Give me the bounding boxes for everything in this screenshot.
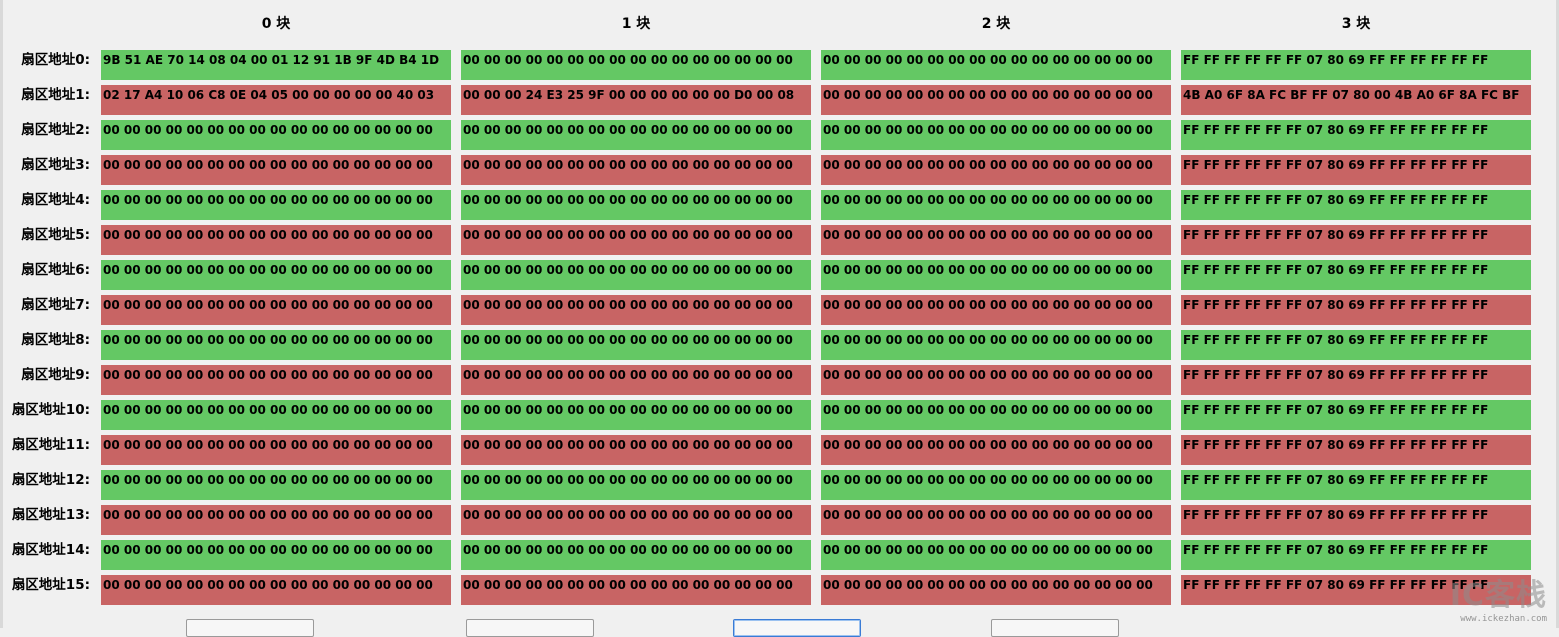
sector-5-block-1-field[interactable]: 00 00 00 00 00 00 00 00 00 00 00 00 00 0… — [461, 225, 811, 255]
sector-15-block-1-field[interactable]: 00 00 00 00 00 00 00 00 00 00 00 00 00 0… — [461, 575, 811, 605]
sector-5-block-3-field[interactable]: FF FF FF FF FF FF 07 80 69 FF FF FF FF F… — [1181, 225, 1531, 255]
sector-14-block-0-field[interactable]: 00 00 00 00 00 00 00 00 00 00 00 00 00 0… — [101, 540, 451, 570]
sector-8-block-2-field[interactable]: 00 00 00 00 00 00 00 00 00 00 00 00 00 0… — [821, 330, 1171, 360]
sector-address-label-6: 扇区地址6: — [21, 262, 90, 278]
sector-8-block-1-field[interactable]: 00 00 00 00 00 00 00 00 00 00 00 00 00 0… — [461, 330, 811, 360]
sector-address-label-11: 扇区地址11: — [11, 437, 90, 453]
column-header-block-1: 1 块 — [621, 16, 651, 32]
sector-8-block-0-field[interactable]: 00 00 00 00 00 00 00 00 00 00 00 00 00 0… — [101, 330, 451, 360]
sector-8-block-3-field[interactable]: FF FF FF FF FF FF 07 80 69 FF FF FF FF F… — [1181, 330, 1531, 360]
action-button-2[interactable] — [466, 619, 594, 637]
sector-9-block-2-field[interactable]: 00 00 00 00 00 00 00 00 00 00 00 00 00 0… — [821, 365, 1171, 395]
sector-11-block-1-field[interactable]: 00 00 00 00 00 00 00 00 00 00 00 00 00 0… — [461, 435, 811, 465]
sector-address-label-10: 扇区地址10: — [11, 402, 90, 418]
sector-3-block-3-field[interactable]: FF FF FF FF FF FF 07 80 69 FF FF FF FF F… — [1181, 155, 1531, 185]
sector-2-block-3-field[interactable]: FF FF FF FF FF FF 07 80 69 FF FF FF FF F… — [1181, 120, 1531, 150]
sector-2-block-0-field[interactable]: 00 00 00 00 00 00 00 00 00 00 00 00 00 0… — [101, 120, 451, 150]
sector-15-block-0-field[interactable]: 00 00 00 00 00 00 00 00 00 00 00 00 00 0… — [101, 575, 451, 605]
sector-address-label-9: 扇区地址9: — [21, 367, 90, 383]
sector-address-label-8: 扇区地址8: — [21, 332, 90, 348]
action-button-3[interactable] — [733, 619, 861, 637]
sector-13-block-0-field[interactable]: 00 00 00 00 00 00 00 00 00 00 00 00 00 0… — [101, 505, 451, 535]
sector-10-block-1-field[interactable]: 00 00 00 00 00 00 00 00 00 00 00 00 00 0… — [461, 400, 811, 430]
sector-7-block-1-field[interactable]: 00 00 00 00 00 00 00 00 00 00 00 00 00 0… — [461, 295, 811, 325]
sector-0-block-0-field[interactable]: 9B 51 AE 70 14 08 04 00 01 12 91 1B 9F 4… — [101, 50, 451, 80]
sector-9-block-3-field[interactable]: FF FF FF FF FF FF 07 80 69 FF FF FF FF F… — [1181, 365, 1531, 395]
sector-13-block-3-field[interactable]: FF FF FF FF FF FF 07 80 69 FF FF FF FF F… — [1181, 505, 1531, 535]
watermark-logo: IC客栈 — [1449, 578, 1547, 613]
column-header-block-0: 0 块 — [261, 16, 291, 32]
sector-1-block-3-field[interactable]: 4B A0 6F 8A FC BF FF 07 80 00 4B A0 6F 8… — [1181, 85, 1531, 115]
sector-1-block-2-field[interactable]: 00 00 00 00 00 00 00 00 00 00 00 00 00 0… — [821, 85, 1171, 115]
sector-2-block-1-field[interactable]: 00 00 00 00 00 00 00 00 00 00 00 00 00 0… — [461, 120, 811, 150]
window-left-edge — [0, 0, 3, 628]
sector-address-label-1: 扇区地址1: — [21, 87, 90, 103]
action-button-1[interactable] — [186, 619, 314, 637]
sector-13-block-2-field[interactable]: 00 00 00 00 00 00 00 00 00 00 00 00 00 0… — [821, 505, 1171, 535]
sector-3-block-0-field[interactable]: 00 00 00 00 00 00 00 00 00 00 00 00 00 0… — [101, 155, 451, 185]
action-button-4[interactable] — [991, 619, 1119, 637]
sector-14-block-2-field[interactable]: 00 00 00 00 00 00 00 00 00 00 00 00 00 0… — [821, 540, 1171, 570]
sector-14-block-1-field[interactable]: 00 00 00 00 00 00 00 00 00 00 00 00 00 0… — [461, 540, 811, 570]
sector-address-label-5: 扇区地址5: — [21, 227, 90, 243]
sector-4-block-1-field[interactable]: 00 00 00 00 00 00 00 00 00 00 00 00 00 0… — [461, 190, 811, 220]
sector-7-block-2-field[interactable]: 00 00 00 00 00 00 00 00 00 00 00 00 00 0… — [821, 295, 1171, 325]
sector-1-block-0-field[interactable]: 02 17 A4 10 06 C8 0E 04 05 00 00 00 00 0… — [101, 85, 451, 115]
sector-9-block-1-field[interactable]: 00 00 00 00 00 00 00 00 00 00 00 00 00 0… — [461, 365, 811, 395]
sector-12-block-1-field[interactable]: 00 00 00 00 00 00 00 00 00 00 00 00 00 0… — [461, 470, 811, 500]
sector-2-block-2-field[interactable]: 00 00 00 00 00 00 00 00 00 00 00 00 00 0… — [821, 120, 1171, 150]
sector-0-block-3-field[interactable]: FF FF FF FF FF FF 07 80 69 FF FF FF FF F… — [1181, 50, 1531, 80]
sector-address-label-3: 扇区地址3: — [21, 157, 90, 173]
sector-12-block-2-field[interactable]: 00 00 00 00 00 00 00 00 00 00 00 00 00 0… — [821, 470, 1171, 500]
sector-4-block-3-field[interactable]: FF FF FF FF FF FF 07 80 69 FF FF FF FF F… — [1181, 190, 1531, 220]
sector-1-block-1-field[interactable]: 00 00 00 24 E3 25 9F 00 00 00 00 00 00 D… — [461, 85, 811, 115]
sector-11-block-0-field[interactable]: 00 00 00 00 00 00 00 00 00 00 00 00 00 0… — [101, 435, 451, 465]
sector-15-block-2-field[interactable]: 00 00 00 00 00 00 00 00 00 00 00 00 00 0… — [821, 575, 1171, 605]
sector-15-block-3-field[interactable]: FF FF FF FF FF FF 07 80 69 FF FF FF FF F… — [1181, 575, 1531, 605]
sector-10-block-2-field[interactable]: 00 00 00 00 00 00 00 00 00 00 00 00 00 0… — [821, 400, 1171, 430]
sector-11-block-3-field[interactable]: FF FF FF FF FF FF 07 80 69 FF FF FF FF F… — [1181, 435, 1531, 465]
sector-4-block-0-field[interactable]: 00 00 00 00 00 00 00 00 00 00 00 00 00 0… — [101, 190, 451, 220]
window-right-edge — [1556, 0, 1559, 628]
sector-10-block-3-field[interactable]: FF FF FF FF FF FF 07 80 69 FF FF FF FF F… — [1181, 400, 1531, 430]
sector-address-label-2: 扇区地址2: — [21, 122, 90, 138]
sector-13-block-1-field[interactable]: 00 00 00 00 00 00 00 00 00 00 00 00 00 0… — [461, 505, 811, 535]
sector-6-block-1-field[interactable]: 00 00 00 00 00 00 00 00 00 00 00 00 00 0… — [461, 260, 811, 290]
sector-10-block-0-field[interactable]: 00 00 00 00 00 00 00 00 00 00 00 00 00 0… — [101, 400, 451, 430]
sector-0-block-2-field[interactable]: 00 00 00 00 00 00 00 00 00 00 00 00 00 0… — [821, 50, 1171, 80]
watermark-url: www.ickezhan.com — [1460, 614, 1547, 624]
sector-3-block-1-field[interactable]: 00 00 00 00 00 00 00 00 00 00 00 00 00 0… — [461, 155, 811, 185]
sector-11-block-2-field[interactable]: 00 00 00 00 00 00 00 00 00 00 00 00 00 0… — [821, 435, 1171, 465]
sector-address-label-15: 扇区地址15: — [11, 577, 90, 593]
sector-6-block-3-field[interactable]: FF FF FF FF FF FF 07 80 69 FF FF FF FF F… — [1181, 260, 1531, 290]
sector-12-block-0-field[interactable]: 00 00 00 00 00 00 00 00 00 00 00 00 00 0… — [101, 470, 451, 500]
sector-5-block-0-field[interactable]: 00 00 00 00 00 00 00 00 00 00 00 00 00 0… — [101, 225, 451, 255]
sector-address-label-7: 扇区地址7: — [21, 297, 90, 313]
sector-5-block-2-field[interactable]: 00 00 00 00 00 00 00 00 00 00 00 00 00 0… — [821, 225, 1171, 255]
sector-address-label-0: 扇区地址0: — [21, 52, 90, 68]
sector-7-block-0-field[interactable]: 00 00 00 00 00 00 00 00 00 00 00 00 00 0… — [101, 295, 451, 325]
sector-6-block-2-field[interactable]: 00 00 00 00 00 00 00 00 00 00 00 00 00 0… — [821, 260, 1171, 290]
sector-address-label-4: 扇区地址4: — [21, 192, 90, 208]
sector-3-block-2-field[interactable]: 00 00 00 00 00 00 00 00 00 00 00 00 00 0… — [821, 155, 1171, 185]
column-header-block-2: 2 块 — [981, 16, 1011, 32]
sector-4-block-2-field[interactable]: 00 00 00 00 00 00 00 00 00 00 00 00 00 0… — [821, 190, 1171, 220]
sector-address-label-12: 扇区地址12: — [11, 472, 90, 488]
column-header-block-3: 3 块 — [1341, 16, 1371, 32]
sector-0-block-1-field[interactable]: 00 00 00 00 00 00 00 00 00 00 00 00 00 0… — [461, 50, 811, 80]
sector-address-label-14: 扇区地址14: — [11, 542, 90, 558]
sector-7-block-3-field[interactable]: FF FF FF FF FF FF 07 80 69 FF FF FF FF F… — [1181, 295, 1531, 325]
sector-9-block-0-field[interactable]: 00 00 00 00 00 00 00 00 00 00 00 00 00 0… — [101, 365, 451, 395]
sector-14-block-3-field[interactable]: FF FF FF FF FF FF 07 80 69 FF FF FF FF F… — [1181, 540, 1531, 570]
sector-6-block-0-field[interactable]: 00 00 00 00 00 00 00 00 00 00 00 00 00 0… — [101, 260, 451, 290]
sector-address-label-13: 扇区地址13: — [11, 507, 90, 523]
sector-12-block-3-field[interactable]: FF FF FF FF FF FF 07 80 69 FF FF FF FF F… — [1181, 470, 1531, 500]
